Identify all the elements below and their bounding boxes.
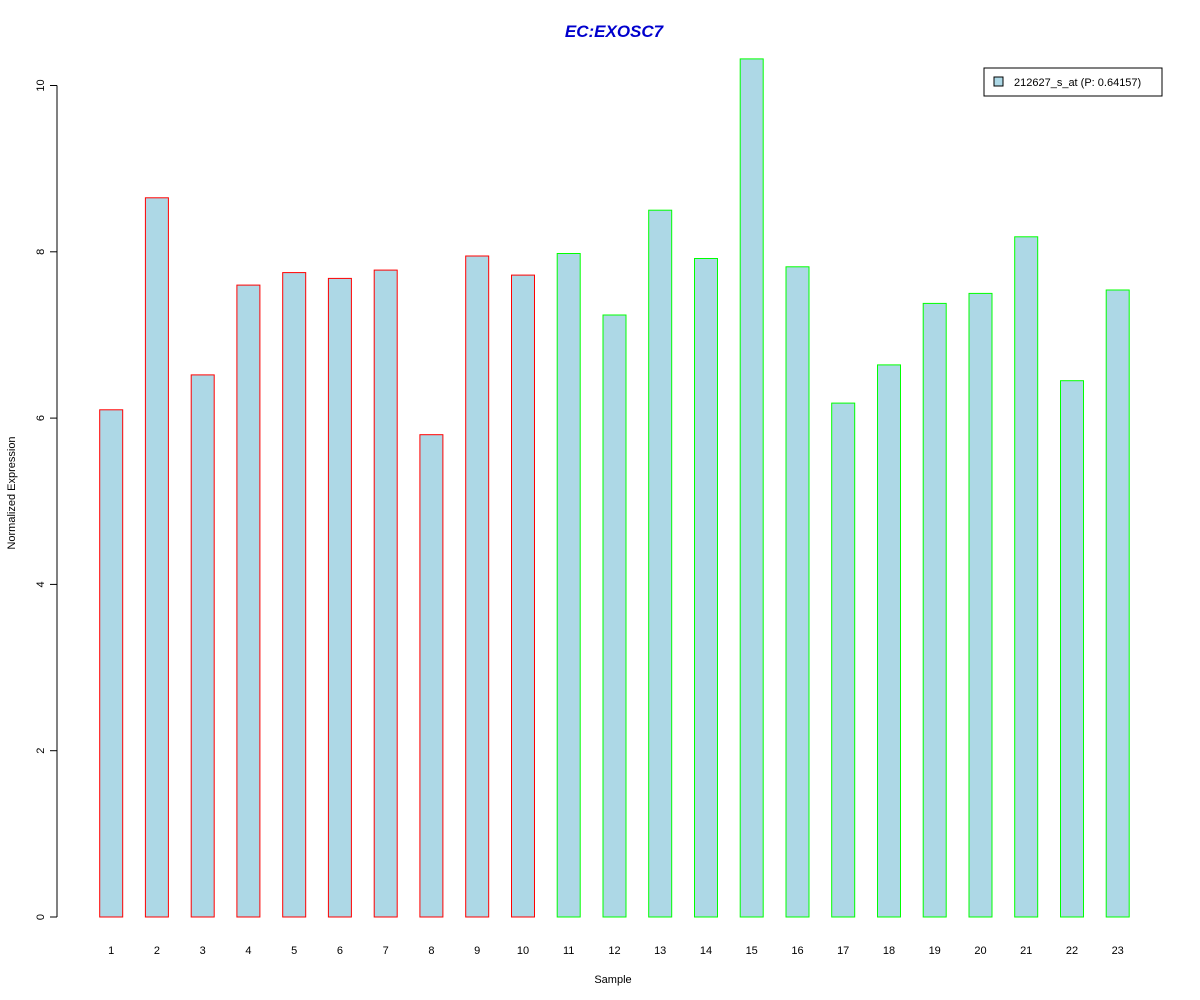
x-tick-label: 17 — [837, 945, 849, 957]
legend-label: 212627_s_at (P: 0.64157) — [1014, 77, 1141, 89]
y-tick-label: 8 — [35, 249, 47, 255]
x-tick-label: 8 — [428, 945, 434, 957]
bar-sample-2 — [144, 197, 169, 918]
x-tick-label: 23 — [1112, 945, 1124, 957]
x-tick-label: 9 — [474, 945, 480, 957]
y-tick-label: 2 — [35, 748, 47, 754]
y-tick-label: 4 — [35, 581, 47, 587]
bar-sample-11 — [556, 253, 581, 918]
y-axis: 0 2 4 6 8 10 — [35, 79, 58, 920]
legend-box — [983, 67, 1163, 97]
x-tick-label: 5 — [291, 945, 297, 957]
x-tick-label: 13 — [654, 945, 666, 957]
bar-sample-10 — [511, 274, 535, 918]
x-tick-label: 21 — [1020, 945, 1032, 957]
x-tick-label: 20 — [974, 945, 986, 957]
x-tick-label: 14 — [700, 945, 712, 957]
x-tick-label: 7 — [383, 945, 389, 957]
bar-sample-14 — [694, 258, 718, 918]
x-tick-label: 4 — [245, 945, 251, 957]
legend-swatch — [993, 76, 1004, 87]
bar-sample-4 — [236, 284, 261, 918]
bar-sample-6 — [327, 277, 352, 918]
bars-group — [99, 58, 1130, 918]
y-axis-label: Normalized Expression — [6, 436, 18, 549]
x-tick-label: 22 — [1066, 945, 1078, 957]
bar-sample-13 — [648, 209, 673, 918]
bar-sample-9 — [465, 255, 490, 918]
bar-sample-23 — [1105, 289, 1130, 918]
bar-sample-5 — [282, 272, 307, 918]
x-tick-label: 3 — [200, 945, 206, 957]
y-tick-label: 0 — [35, 914, 47, 920]
bar-sample-15 — [739, 58, 764, 918]
bar-sample-16 — [785, 266, 810, 918]
x-tick-label: 11 — [563, 945, 574, 957]
x-tick-label: 1 — [108, 945, 114, 957]
bar-sample-21 — [1014, 236, 1039, 918]
x-tick-label: 2 — [154, 945, 160, 957]
x-tick-label: 12 — [608, 945, 620, 957]
y-tick-label: 6 — [35, 415, 47, 421]
x-tick-label: 15 — [746, 945, 758, 957]
bar-sample-19 — [922, 302, 947, 918]
bar-sample-12 — [602, 314, 627, 918]
bar-sample-8 — [419, 434, 444, 918]
bar-sample-20 — [968, 292, 993, 918]
x-tick-label: 16 — [791, 945, 803, 957]
bar-sample-1 — [99, 409, 124, 918]
legend: 212627_s_at (P: 0.64157) — [983, 67, 1163, 97]
x-tick-label: 10 — [517, 945, 529, 957]
x-tick-label: 6 — [337, 945, 343, 957]
chart-title: EC:EXOSC7 — [565, 22, 665, 41]
bar-sample-7 — [373, 269, 398, 918]
x-axis-label: Sample — [594, 974, 631, 986]
bar-sample-22 — [1060, 380, 1084, 918]
y-tick-label: 10 — [35, 79, 47, 91]
bar-sample-17 — [831, 402, 856, 918]
x-tick-labels: 1 2 3 4 5 6 7 8 9 10 11 12 13 14 15 16 17 18 19 20 21 22 23 — [108, 945, 1124, 957]
bar-sample-3 — [190, 374, 215, 918]
x-tick-label: 18 — [883, 945, 895, 957]
bar-sample-18 — [877, 364, 901, 918]
x-tick-label: 19 — [929, 945, 941, 957]
